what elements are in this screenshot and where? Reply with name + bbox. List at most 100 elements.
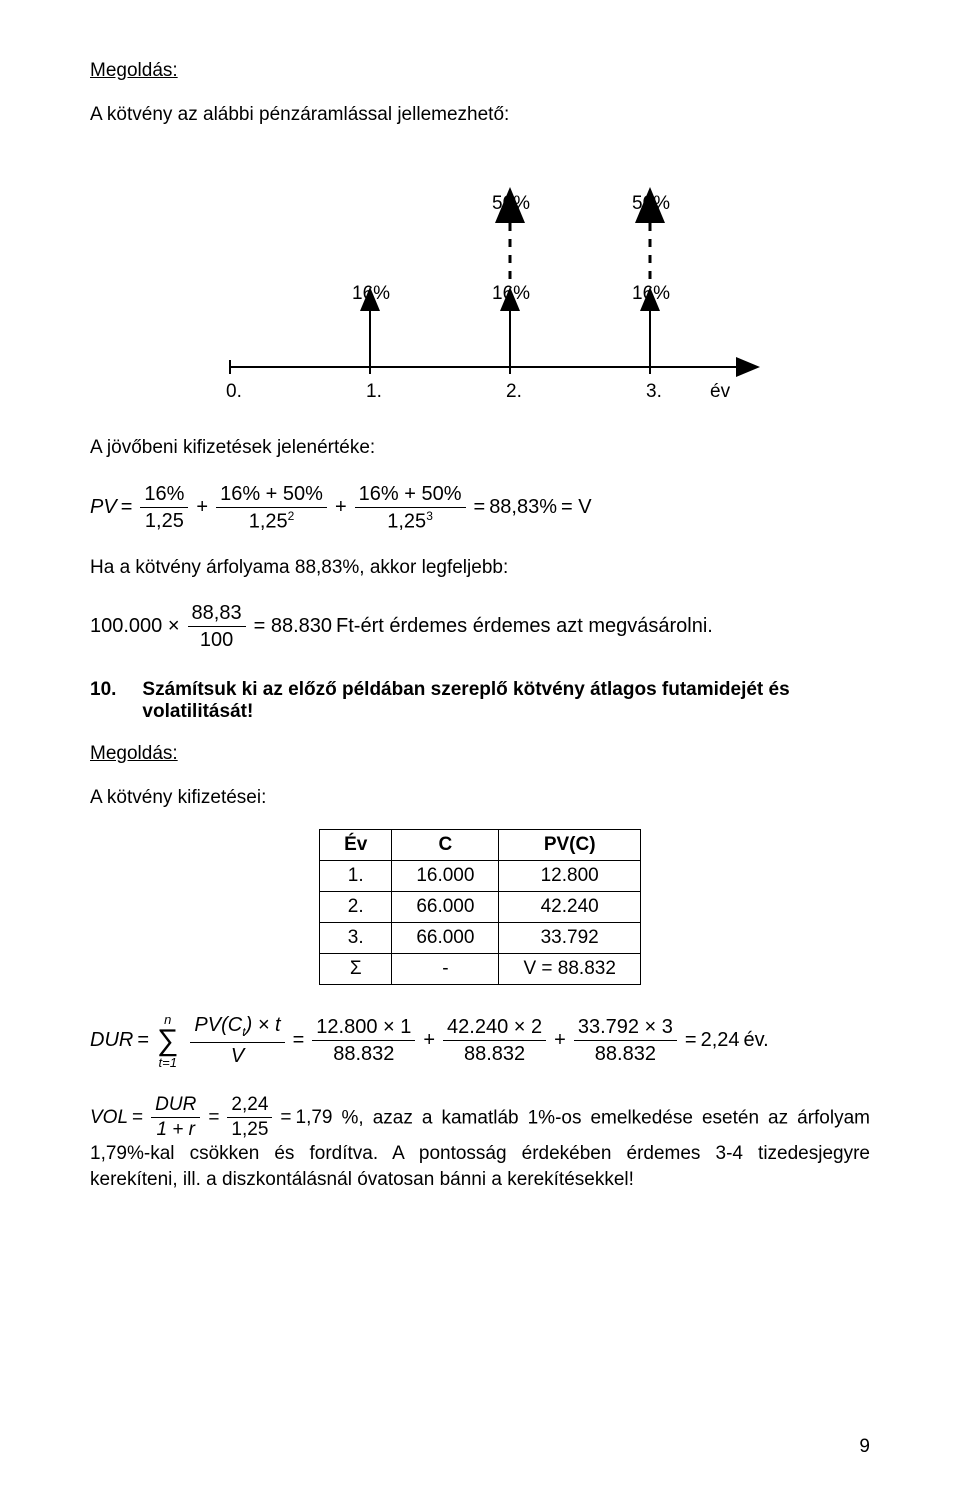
svg-text:16%: 16% (632, 283, 670, 304)
table-cell: V = 88.832 (499, 953, 640, 984)
fraction: 12.800 × 1 88.832 (312, 1016, 415, 1065)
frac-num: 33.792 × 3 (574, 1016, 677, 1041)
payouts-title: A kötvény kifizetései: (90, 785, 870, 811)
table-cell: 12.800 (499, 860, 640, 891)
fraction: 2,24 1,25 (227, 1095, 272, 1142)
frac-num: DUR (151, 1095, 200, 1119)
table-header: PV(C) (499, 829, 640, 860)
fraction: 88,83 100 (188, 602, 246, 651)
fraction: 16% 1,25 (140, 483, 188, 532)
table-row: 2.66.00042.240 (320, 891, 641, 922)
exercise-10-heading: 10. Számítsuk ki az előző példában szere… (90, 679, 870, 723)
formula-text: Ft-ért érdemes érdemes azt megvásárolni. (336, 615, 713, 638)
fraction: PV(Ct) × t V (190, 1014, 284, 1066)
frac-den: 1,253 (383, 508, 437, 533)
solution-heading: Megoldás: (90, 58, 870, 84)
svg-text:0.: 0. (226, 381, 242, 402)
frac-num: 2,24 (227, 1095, 272, 1119)
formula-text: PV(C (194, 1014, 242, 1036)
solution-heading: Megoldás: (90, 741, 870, 767)
svg-text:3.: 3. (646, 381, 662, 402)
table-row: 3.66.00033.792 (320, 922, 641, 953)
table-cell: Σ (320, 953, 392, 984)
table-cell: 3. (320, 922, 392, 953)
frac-num: 16% + 50% (355, 483, 466, 508)
frac-den: 1,25 (141, 508, 188, 532)
frac-num: 16% + 50% (216, 483, 327, 508)
svg-text:1.: 1. (366, 381, 382, 402)
formula-text: DUR (90, 1029, 133, 1052)
svg-text:16%: 16% (492, 283, 530, 304)
frac-num: 12.800 × 1 (312, 1016, 415, 1041)
pv-section-title: A jövőbeni kifizetések jelenértéke: (90, 435, 870, 461)
formula-text: = (137, 1029, 149, 1052)
frac-num: PV(Ct) × t (190, 1014, 284, 1042)
table-header: Év (320, 829, 392, 860)
formula-text: = (208, 1105, 219, 1131)
frac-den: 88.832 (460, 1041, 529, 1065)
table-row: Σ-V = 88.832 (320, 953, 641, 984)
ha-line: Ha a kötvény árfolyama 88,83%, akkor leg… (90, 555, 870, 581)
worth-formula: 100.000 × 88,83 100 = 88.830 Ft-ért érde… (90, 602, 870, 651)
formula-text: = (474, 496, 486, 519)
table-cell: 42.240 (499, 891, 640, 922)
formula-text: VOL (90, 1105, 128, 1131)
formula-text: 2 (288, 509, 295, 523)
frac-den: 88.832 (591, 1041, 660, 1065)
summation: n ∑ t=1 (157, 1013, 178, 1069)
dur-formula: DUR = n ∑ t=1 PV(Ct) × t V = 12.800 × 1 … (90, 1013, 870, 1069)
frac-den: 100 (196, 627, 237, 651)
formula-text: = (685, 1029, 697, 1052)
frac-den: 1,25 (227, 1118, 272, 1141)
frac-den: V (227, 1043, 248, 1067)
svg-text:50%: 50% (632, 193, 670, 214)
frac-num: 16% (140, 483, 188, 508)
formula-text: ) × t (246, 1014, 281, 1036)
table-row: 1.16.00012.800 (320, 860, 641, 891)
table-cell: 2. (320, 891, 392, 922)
table-header: C (392, 829, 499, 860)
svg-text:16%: 16% (352, 283, 390, 304)
fraction: 16% + 50% 1,252 (216, 483, 327, 533)
formula-text: PV (90, 496, 117, 519)
formula-text: = (132, 1105, 143, 1131)
formula-text: 1,25 (249, 511, 288, 533)
formula-text: + (335, 496, 347, 519)
vol-tail-block: csökken és fordítva. A pontosság érdekéb… (90, 1143, 870, 1190)
svg-text:év: év (710, 381, 731, 402)
svg-text:50%: 50% (492, 193, 530, 214)
frac-den: 88.832 (329, 1041, 398, 1065)
payouts-table: ÉvCPV(C) 1.16.00012.8002.66.00042.2403.6… (319, 829, 641, 985)
page-number: 9 (859, 1436, 870, 1458)
formula-text: = 88.830 (254, 615, 332, 638)
vol-paragraph: VOL = DUR 1 + r = 2,24 1,25 = 1,79 %, az… (90, 1095, 870, 1193)
fraction: DUR 1 + r (151, 1095, 200, 1142)
formula-text: 100.000 × (90, 615, 180, 638)
formula-text: = V (561, 496, 592, 519)
formula-text: + (423, 1029, 435, 1052)
formula-text: = (121, 496, 133, 519)
formula-text: 1,25 (387, 511, 426, 533)
table-cell: 33.792 (499, 922, 640, 953)
fraction: 16% + 50% 1,253 (355, 483, 466, 533)
exercise-text: Számítsuk ki az előző példában szereplő … (142, 679, 870, 723)
exercise-number: 10. (90, 679, 116, 723)
svg-text:2.: 2. (506, 381, 522, 402)
table-cell: 16.000 (392, 860, 499, 891)
sum-lower: t=1 (159, 1056, 177, 1069)
cashflow-diagram: 0. 1. 2. 3. év 16% 16% 16% 50% 50% (200, 157, 760, 417)
table-cell: - (392, 953, 499, 984)
table-cell: 66.000 (392, 922, 499, 953)
formula-text: 2,24 (701, 1029, 740, 1052)
table-cell: 1. (320, 860, 392, 891)
formula-text: + (554, 1029, 566, 1052)
formula-text: = (293, 1029, 305, 1052)
sigma-icon: ∑ (157, 1026, 178, 1056)
formula-text: 1,79 (296, 1105, 333, 1131)
table-cell: 66.000 (392, 891, 499, 922)
frac-den: 1,252 (245, 508, 299, 533)
formula-text: + (196, 496, 208, 519)
fraction: 42.240 × 2 88.832 (443, 1016, 546, 1065)
pv-formula: PV = 16% 1,25 + 16% + 50% 1,252 + 16% + … (90, 483, 870, 533)
frac-num: 42.240 × 2 (443, 1016, 546, 1041)
